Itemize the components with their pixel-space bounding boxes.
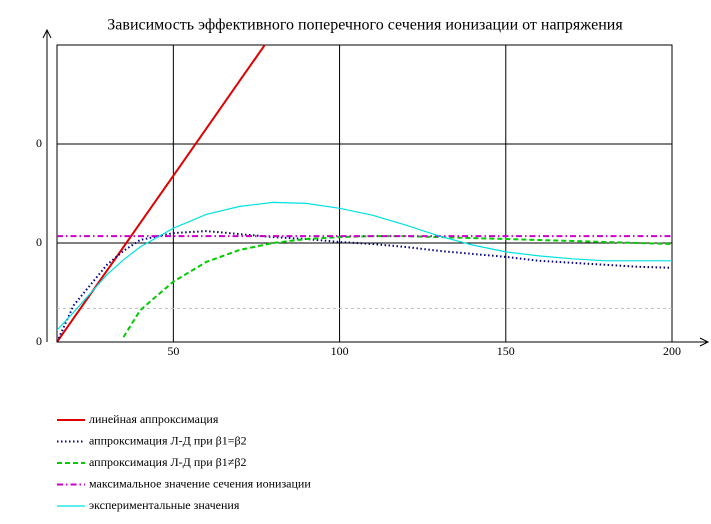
y-tick-label: 0 [36, 334, 42, 348]
x-tick-label: 50 [167, 344, 179, 358]
y-tick-label: 0 [36, 136, 42, 150]
series-line [57, 45, 266, 342]
y-axis-arrowhead [42, 28, 52, 39]
chart-title: Зависимость эффективного поперечного сеч… [107, 17, 623, 34]
series-line [57, 230, 672, 342]
x-tick-label: 100 [331, 344, 349, 358]
y-tick-label: 0 [36, 235, 42, 249]
legend-label: аппроксимация Л-Д при β1≠β2 [89, 455, 246, 469]
series-line [57, 201, 672, 331]
plot-frame [56, 44, 673, 343]
plot-area [57, 45, 672, 342]
legend-label: линейная аппроксимация [89, 412, 219, 426]
x-tick-label: 150 [497, 344, 515, 358]
legend-label: экспериментальные значения [89, 498, 240, 512]
legend-label: аппроксимация Л-Д при β1=β2 [89, 433, 247, 447]
x-tick-label: 200 [663, 344, 681, 358]
legend-label: максимальное значение сечения ионизации [89, 476, 311, 490]
series-line [122, 235, 672, 338]
